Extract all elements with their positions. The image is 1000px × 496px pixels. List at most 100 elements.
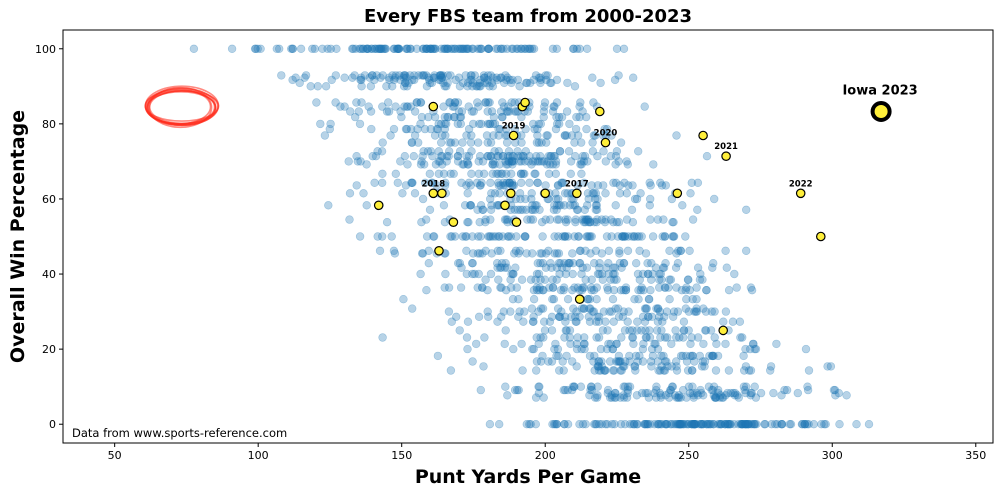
- background-point: [708, 351, 717, 361]
- background-point: [584, 218, 593, 227]
- source-note: Data from www.sports-reference.com: [72, 426, 287, 440]
- y-tick-label: 20: [42, 343, 56, 356]
- background-point: [496, 283, 505, 292]
- background-point: [486, 205, 496, 215]
- background-point: [503, 73, 512, 82]
- background-point: [566, 339, 575, 349]
- background-point: [475, 119, 484, 129]
- background-point: [462, 44, 472, 53]
- background-point: [423, 44, 432, 53]
- background-point: [432, 181, 441, 190]
- background-point: [536, 357, 546, 366]
- background-point: [690, 357, 699, 366]
- background-point: [562, 326, 571, 335]
- background-point: [741, 382, 751, 391]
- background-point: [662, 357, 671, 366]
- background-point: [656, 178, 665, 188]
- background-point: [488, 160, 497, 169]
- background-point: [668, 232, 677, 241]
- background-point: [664, 283, 673, 292]
- background-point: [704, 420, 714, 429]
- background-point: [660, 366, 670, 375]
- background-point: [575, 246, 585, 256]
- background-point: [748, 339, 758, 349]
- background-point: [740, 420, 750, 429]
- background-point: [525, 178, 534, 188]
- background-point: [739, 382, 749, 391]
- background-point: [580, 344, 589, 354]
- background-point: [359, 189, 368, 198]
- background-point: [676, 420, 685, 429]
- background-point: [512, 232, 521, 241]
- background-point: [673, 420, 682, 429]
- background-point: [589, 286, 599, 295]
- background-point: [483, 286, 492, 295]
- background-point: [658, 232, 667, 241]
- plot-frame: [62, 29, 994, 444]
- background-point: [399, 71, 409, 80]
- background-point: [532, 269, 542, 279]
- background-point: [515, 189, 525, 198]
- background-point: [505, 75, 515, 85]
- background-point: [679, 333, 688, 342]
- background-point: [443, 78, 452, 88]
- background-point: [594, 366, 604, 375]
- background-point: [384, 73, 394, 82]
- background-point: [692, 307, 701, 316]
- background-point: [406, 102, 415, 111]
- background-point: [698, 357, 707, 366]
- background-point: [610, 269, 619, 279]
- background-point: [560, 259, 569, 268]
- background-point: [547, 357, 557, 366]
- background-point: [622, 189, 631, 198]
- background-point: [698, 275, 707, 284]
- background-point: [561, 317, 570, 326]
- background-point: [660, 232, 669, 241]
- background-point: [434, 147, 443, 156]
- background-point: [619, 362, 629, 371]
- background-point: [529, 286, 539, 295]
- background-point: [533, 178, 542, 188]
- background-point: [601, 317, 610, 326]
- background-point: [444, 307, 454, 316]
- background-point: [563, 215, 572, 224]
- background-point: [592, 201, 601, 210]
- background-point: [592, 420, 601, 429]
- background-point: [801, 344, 811, 354]
- background-point: [496, 169, 506, 179]
- background-point: [549, 205, 559, 215]
- background-point: [456, 283, 466, 292]
- background-point: [393, 178, 402, 188]
- background-point: [737, 420, 746, 429]
- background-point: [543, 131, 552, 140]
- background-point: [751, 344, 761, 354]
- background-point: [521, 147, 530, 156]
- iowa-point: [505, 188, 516, 199]
- background-point: [463, 317, 473, 326]
- background-point: [531, 275, 540, 284]
- background-point: [457, 44, 467, 53]
- background-point: [613, 304, 623, 313]
- background-point: [633, 269, 643, 279]
- background-point: [457, 178, 466, 188]
- background-point: [708, 259, 718, 268]
- background-point: [535, 382, 544, 391]
- background-point: [756, 388, 766, 398]
- background-point: [559, 178, 568, 188]
- background-point: [424, 259, 433, 268]
- background-point: [693, 205, 702, 215]
- background-point: [520, 232, 530, 241]
- background-point: [511, 263, 520, 272]
- background-point: [645, 201, 654, 210]
- background-point: [544, 357, 553, 366]
- background-point: [583, 189, 593, 198]
- background-point: [467, 75, 476, 85]
- background-point: [467, 169, 476, 179]
- background-point: [662, 307, 672, 316]
- background-point: [388, 82, 397, 91]
- background-point: [312, 98, 321, 107]
- x-tick-label: 150: [391, 449, 412, 462]
- background-point: [570, 382, 579, 391]
- background-point: [719, 317, 728, 326]
- background-point: [604, 259, 613, 268]
